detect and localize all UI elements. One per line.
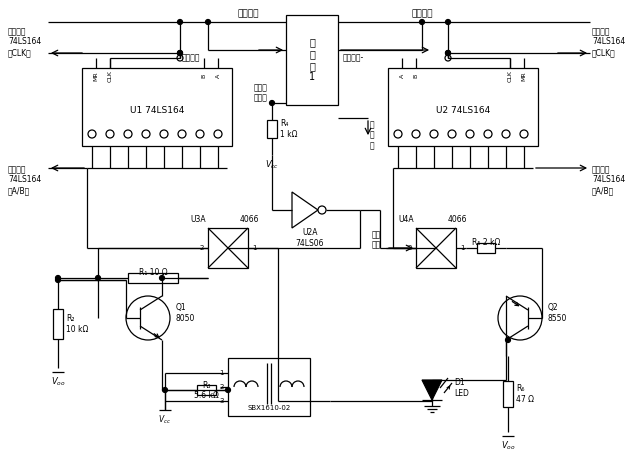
Circle shape [163, 388, 168, 393]
Text: 到下一片
74LS164
的CLK端: 到下一片 74LS164 的CLK端 [592, 27, 625, 57]
Text: SBX1610-02: SBX1610-02 [247, 405, 291, 411]
Bar [477, 243, 495, 253]
Text: R₄
1 kΩ: R₄ 1 kΩ [280, 119, 298, 139]
Circle shape [484, 130, 492, 138]
Text: R₁ 10 Ω: R₁ 10 Ω [139, 268, 167, 277]
Bar [128, 273, 178, 283]
Text: 移位时钟: 移位时钟 [411, 10, 433, 19]
Text: R₆
47 Ω: R₆ 47 Ω [516, 384, 534, 404]
Circle shape [95, 275, 100, 281]
Circle shape [445, 50, 450, 56]
Text: R₅ 2 kΩ: R₅ 2 kΩ [472, 238, 500, 247]
Text: U3A: U3A [190, 215, 206, 225]
Circle shape [448, 130, 456, 138]
Text: D1
LED: D1 LED [454, 378, 469, 398]
Circle shape [178, 130, 186, 138]
Text: 1: 1 [460, 245, 464, 251]
Bar [388, 68, 538, 146]
Text: 开关信号: 开关信号 [181, 54, 200, 63]
Circle shape [205, 19, 210, 25]
Text: 1: 1 [252, 245, 256, 251]
Polygon shape [422, 380, 442, 400]
Bar [82, 68, 232, 146]
Bar [416, 228, 456, 268]
Text: 单
片
机
1: 单 片 机 1 [309, 38, 315, 82]
Text: 开关信号-: 开关信号- [343, 54, 364, 63]
Circle shape [178, 19, 183, 25]
Text: 到下一片
74LS164
的A/B端: 到下一片 74LS164 的A/B端 [8, 165, 41, 195]
Circle shape [269, 100, 274, 106]
Circle shape [520, 130, 528, 138]
Text: 到下一片
74LS164
的A/B端: 到下一片 74LS164 的A/B端 [592, 165, 625, 195]
Circle shape [177, 55, 183, 61]
Circle shape [214, 130, 222, 138]
Text: R₃
5.6 kΩ: R₃ 5.6 kΩ [194, 381, 219, 400]
Bar [228, 358, 310, 416]
Text: A: A [399, 74, 404, 78]
Text: 到下一片
74LS164
的CLK端: 到下一片 74LS164 的CLK端 [8, 27, 41, 57]
Text: $V_{cc}$: $V_{cc}$ [158, 414, 171, 426]
Text: CLK: CLK [107, 70, 112, 82]
Text: U4A: U4A [398, 215, 414, 225]
Text: MR: MR [94, 71, 99, 81]
Circle shape [420, 19, 425, 25]
Text: $V_{oo}$: $V_{oo}$ [51, 376, 65, 388]
Text: B: B [202, 74, 207, 78]
Bar [503, 381, 513, 407]
Text: 4066: 4066 [240, 215, 259, 225]
Bar [286, 15, 338, 105]
Circle shape [430, 130, 438, 138]
Text: 到
主
机: 到 主 机 [370, 120, 375, 150]
Circle shape [126, 296, 170, 340]
Bar [197, 385, 216, 395]
Text: 1: 1 [220, 370, 224, 376]
Circle shape [445, 50, 450, 56]
Circle shape [88, 130, 96, 138]
Text: $V_{cc}$: $V_{cc}$ [265, 159, 279, 171]
Circle shape [394, 130, 402, 138]
Circle shape [466, 130, 474, 138]
Circle shape [124, 130, 132, 138]
Circle shape [506, 338, 511, 343]
Text: U1 74LS164: U1 74LS164 [130, 106, 184, 115]
Circle shape [178, 50, 183, 56]
Circle shape [106, 130, 114, 138]
Circle shape [318, 206, 326, 214]
Circle shape [196, 130, 204, 138]
Text: CLK: CLK [507, 70, 512, 82]
Circle shape [445, 19, 450, 25]
Text: Q1
8050: Q1 8050 [176, 303, 195, 323]
Text: Q2
8550: Q2 8550 [548, 303, 567, 323]
Circle shape [445, 55, 451, 61]
Circle shape [55, 277, 60, 282]
Circle shape [160, 130, 168, 138]
Text: 2: 2 [200, 245, 204, 251]
Text: 4066: 4066 [448, 215, 467, 225]
Bar [267, 120, 277, 138]
Circle shape [225, 388, 230, 393]
Text: MR: MR [521, 71, 526, 81]
Text: A: A [215, 74, 220, 78]
Text: 脉冲
信号: 脉冲 信号 [372, 230, 381, 250]
Circle shape [498, 296, 542, 340]
Circle shape [412, 130, 420, 138]
Text: 接收状
态信号: 接收状 态信号 [253, 83, 267, 103]
Text: 移位时钟: 移位时钟 [237, 10, 259, 19]
Circle shape [160, 275, 165, 281]
Text: 2: 2 [220, 384, 224, 390]
Text: $V_{oo}$: $V_{oo}$ [501, 440, 516, 452]
Text: R₂
10 kΩ: R₂ 10 kΩ [66, 314, 89, 334]
Bar [53, 309, 63, 339]
Circle shape [55, 275, 60, 281]
Text: 3: 3 [220, 398, 224, 404]
Circle shape [178, 50, 183, 56]
Text: 2: 2 [408, 245, 412, 251]
Circle shape [502, 130, 510, 138]
Text: U2 74LS164: U2 74LS164 [436, 106, 490, 115]
Text: B: B [413, 74, 418, 78]
Bar [208, 228, 248, 268]
Circle shape [142, 130, 150, 138]
Text: U2A
74LS06: U2A 74LS06 [296, 228, 324, 248]
